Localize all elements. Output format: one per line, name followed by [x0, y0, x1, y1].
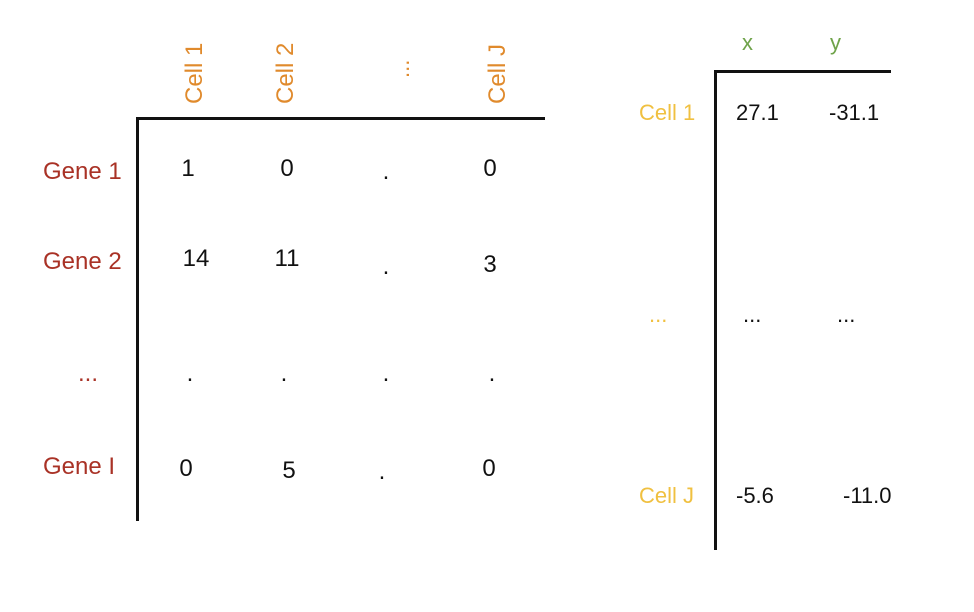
- matrix-cell: .: [382, 253, 390, 280]
- matrix-cell: .: [378, 458, 386, 485]
- embedding-col-header-x: x: [742, 30, 753, 55]
- matrix-cell: .: [382, 360, 390, 387]
- embedding-col-header-y: y: [830, 30, 841, 55]
- matrix-cell: .: [186, 360, 194, 387]
- matrix-cell: 5: [282, 457, 296, 484]
- embedding-y-value: -11.0: [843, 483, 892, 508]
- embedding-x-value: 27.1: [736, 100, 779, 125]
- matrix-cell: .: [382, 158, 390, 185]
- matrix-col-header-ellipsis: ...: [389, 59, 414, 78]
- embedding-y-value: -31.1: [829, 100, 880, 125]
- matrix-cell: 14: [182, 245, 210, 272]
- matrix-cell: 0: [179, 455, 193, 482]
- embedding-top-axis: [716, 70, 891, 73]
- matrix-cell: 1: [181, 155, 195, 182]
- embedding-row-label-ellipsis: ...: [649, 302, 668, 327]
- matrix-cell: 3: [483, 251, 497, 278]
- embedding-x-value: ...: [743, 302, 762, 327]
- matrix-row-label-ellipsis: ...: [78, 360, 99, 387]
- embedding-y-value: ...: [837, 302, 856, 327]
- embedding-row-label-cell-j: Cell J: [639, 483, 695, 508]
- matrix-cell: 0: [280, 155, 294, 182]
- embedding-x-value: -5.6: [736, 483, 774, 508]
- matrix-row-label-gene-2: Gene 2: [43, 248, 122, 275]
- matrix-top-axis: [137, 117, 545, 120]
- matrix-cell: 11: [274, 245, 300, 272]
- matrix-col-header-cell-2: Cell 2: [272, 42, 299, 104]
- matrix-row-label-gene-1: Gene 1: [43, 158, 122, 185]
- matrix-row-label-gene-i: Gene I: [43, 453, 116, 480]
- matrix-left-axis: [136, 117, 139, 521]
- matrix-col-header-cell-1: Cell 1: [181, 42, 208, 104]
- matrix-cell: .: [488, 360, 496, 387]
- embedding-row-label-cell-1: Cell 1: [639, 100, 696, 125]
- matrix-cell: 0: [483, 155, 497, 182]
- matrix-cell: 0: [482, 455, 496, 482]
- matrix-cell: .: [280, 360, 288, 387]
- matrix-col-header-cell-j: Cell J: [484, 43, 511, 104]
- embedding-left-axis: [714, 70, 717, 550]
